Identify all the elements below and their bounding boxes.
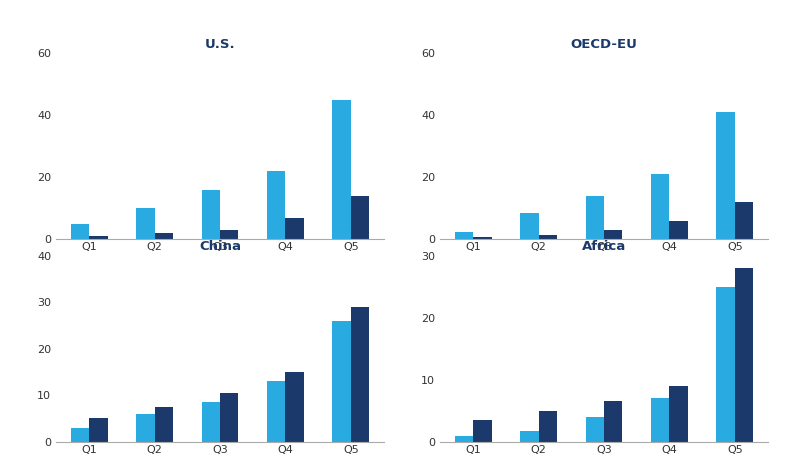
Title: China: China bbox=[199, 240, 241, 253]
Bar bbox=[651, 398, 670, 442]
Bar bbox=[286, 372, 304, 442]
Title: Africa: Africa bbox=[582, 240, 626, 253]
Bar bbox=[604, 230, 622, 239]
Bar bbox=[734, 268, 753, 442]
Bar bbox=[520, 213, 538, 239]
Bar bbox=[71, 428, 90, 442]
Bar bbox=[670, 386, 688, 442]
Bar bbox=[538, 235, 557, 239]
Bar bbox=[154, 233, 173, 239]
Bar bbox=[90, 236, 107, 239]
Bar bbox=[267, 381, 286, 442]
Bar bbox=[220, 393, 238, 442]
Bar bbox=[474, 237, 491, 239]
Bar bbox=[520, 431, 538, 442]
Bar bbox=[154, 407, 173, 442]
Title: U.S.: U.S. bbox=[205, 38, 235, 51]
Bar bbox=[586, 417, 604, 442]
Bar bbox=[202, 190, 220, 239]
Bar bbox=[333, 100, 350, 239]
Bar bbox=[202, 402, 220, 442]
Bar bbox=[670, 221, 688, 239]
Bar bbox=[350, 196, 369, 239]
Bar bbox=[455, 232, 474, 239]
Bar bbox=[220, 230, 238, 239]
Legend: Before redistribution, After reditribution: Before redistribution, After reditributi… bbox=[482, 297, 726, 315]
Bar bbox=[267, 171, 286, 239]
Bar bbox=[136, 208, 154, 239]
Bar bbox=[136, 414, 154, 442]
Bar bbox=[333, 321, 350, 442]
Bar bbox=[734, 202, 753, 239]
Bar bbox=[350, 307, 369, 442]
Bar bbox=[586, 196, 604, 239]
Bar bbox=[538, 411, 557, 442]
Bar bbox=[455, 436, 474, 442]
Bar bbox=[717, 287, 734, 442]
Bar bbox=[474, 420, 491, 442]
Bar bbox=[717, 112, 734, 239]
Bar bbox=[651, 174, 670, 239]
Bar bbox=[286, 218, 304, 239]
Bar bbox=[604, 401, 622, 442]
Title: OECD-EU: OECD-EU bbox=[570, 38, 638, 51]
Bar bbox=[71, 224, 90, 239]
Bar bbox=[90, 418, 107, 442]
Legend: Before redistribution, After reditribution: Before redistribution, After reditributi… bbox=[98, 297, 342, 315]
